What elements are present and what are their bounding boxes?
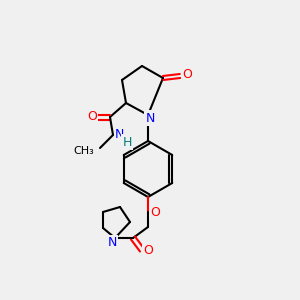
Text: CH₃: CH₃ [73, 146, 94, 156]
Text: N: N [115, 128, 124, 142]
Text: H: H [122, 136, 132, 148]
Text: O: O [87, 110, 97, 122]
Text: O: O [182, 68, 192, 82]
Text: N: N [107, 236, 117, 250]
Text: O: O [150, 206, 160, 218]
Text: N: N [145, 112, 155, 124]
Text: O: O [143, 244, 153, 256]
